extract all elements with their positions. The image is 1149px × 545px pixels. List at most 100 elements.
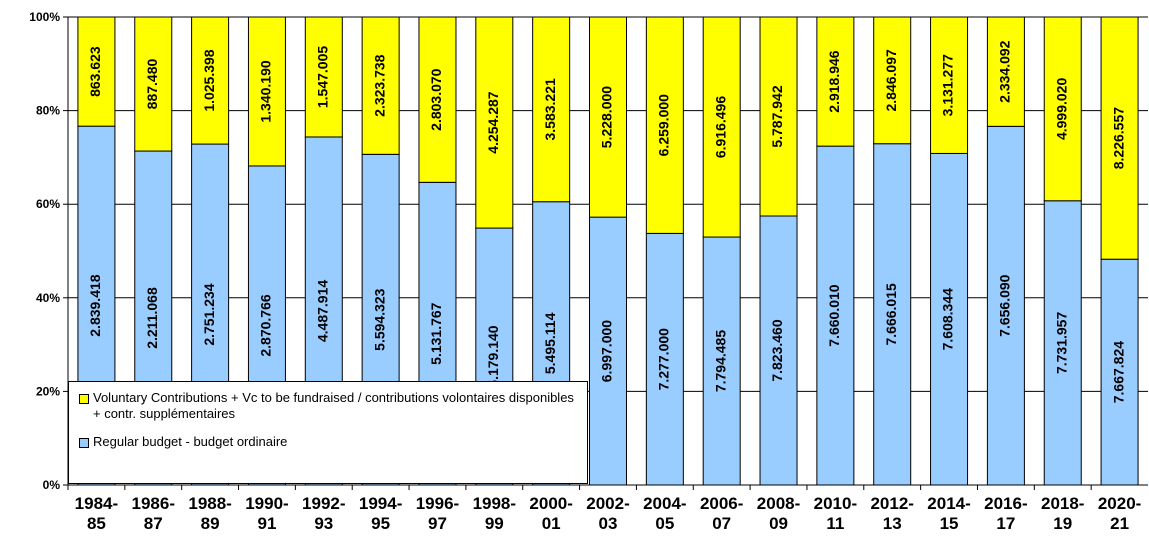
x-tick-line: 95 bbox=[371, 514, 390, 533]
data-label: 7.794.485 bbox=[712, 330, 728, 392]
data-label: 8.226.557 bbox=[1110, 107, 1126, 169]
y-tick-label: 40% bbox=[36, 291, 60, 305]
bar-segment bbox=[1043, 200, 1082, 486]
x-tick-line: 07 bbox=[712, 514, 731, 533]
x-tick-label: 2006-07 bbox=[700, 494, 743, 533]
x-tick-line: 1984- bbox=[75, 494, 118, 513]
data-label: 3.131.277 bbox=[940, 54, 956, 116]
data-label: 4.999.020 bbox=[1053, 78, 1069, 140]
x-tick-label: 2008-09 bbox=[757, 494, 800, 533]
data-label: 2.846.097 bbox=[883, 49, 899, 111]
data-label: 2.870.766 bbox=[258, 294, 274, 356]
bar-segment bbox=[873, 16, 912, 145]
bar-segment bbox=[986, 16, 1025, 127]
bar-segment bbox=[589, 216, 627, 486]
x-tick-line: 2010- bbox=[814, 494, 857, 513]
data-label: 7.667.824 bbox=[1110, 341, 1126, 403]
x-tick-label: 2020-21 bbox=[1098, 494, 1141, 533]
legend-label: Voluntary Contributions + Vc to be fundr… bbox=[93, 390, 574, 421]
x-tick-line: 1996- bbox=[416, 494, 459, 513]
data-label: 2.918.946 bbox=[826, 50, 842, 112]
y-tick-label: 60% bbox=[36, 197, 60, 211]
y-tick-label: 0% bbox=[43, 478, 61, 492]
x-tick-line: 15 bbox=[940, 514, 959, 533]
x-tick-label: 1986-87 bbox=[132, 494, 175, 533]
bar-segment bbox=[816, 145, 855, 486]
bar-segment bbox=[1100, 258, 1139, 486]
data-label: 3.583.221 bbox=[542, 78, 558, 140]
x-tick-line: 11 bbox=[826, 514, 844, 533]
bar-segment bbox=[645, 16, 684, 234]
x-tick-label: 1998-99 bbox=[473, 494, 516, 533]
x-tick-line: 01 bbox=[542, 514, 561, 533]
data-label: 7.823.460 bbox=[769, 319, 785, 381]
x-tick-label: 2000-01 bbox=[529, 494, 572, 533]
bar-segment bbox=[191, 16, 230, 145]
x-tick-label: 2018-19 bbox=[1041, 494, 1084, 533]
data-label: 887.480 bbox=[144, 59, 160, 110]
x-tick-label: 2014-15 bbox=[927, 494, 970, 533]
bar-segment bbox=[759, 16, 798, 217]
data-label: 5.179.140 bbox=[485, 325, 501, 387]
legend: Voluntary Contributions + Vc to be fundr… bbox=[68, 381, 588, 484]
data-label: 5.594.323 bbox=[371, 288, 387, 350]
data-label: 2.334.092 bbox=[997, 40, 1013, 102]
bar-segment bbox=[1100, 16, 1139, 260]
bar-segment bbox=[77, 16, 116, 127]
legend-swatch bbox=[79, 438, 89, 448]
bar-segment bbox=[930, 152, 969, 486]
data-label: 2.323.738 bbox=[371, 54, 387, 116]
x-tick-line: 2002- bbox=[586, 494, 629, 513]
x-tick-line: 2000- bbox=[529, 494, 572, 513]
x-tick-line: 1994- bbox=[359, 494, 402, 513]
data-label: 2.751.234 bbox=[201, 283, 217, 345]
bar-segment bbox=[930, 16, 969, 154]
x-tick-line: 89 bbox=[201, 514, 220, 533]
bar-segment bbox=[361, 16, 400, 155]
bar-segment bbox=[247, 16, 286, 167]
bar-segment bbox=[873, 143, 912, 486]
x-tick-line: 91 bbox=[257, 514, 276, 533]
x-tick-line: 2012- bbox=[870, 494, 913, 513]
data-label: 6.916.496 bbox=[712, 96, 728, 158]
x-tick-line: 1990- bbox=[245, 494, 288, 513]
x-tick-label: 1996-97 bbox=[416, 494, 459, 533]
x-tick-line: 93 bbox=[314, 514, 333, 533]
legend-label: Regular budget - budget ordinaire bbox=[93, 434, 288, 449]
x-tick-line: 1992- bbox=[302, 494, 345, 513]
x-tick-label: 2012-13 bbox=[870, 494, 913, 533]
data-label: 7.660.010 bbox=[826, 284, 842, 346]
x-tick-line: 21 bbox=[1110, 514, 1129, 533]
data-label: 1.340.190 bbox=[258, 60, 274, 122]
data-label: 7.608.344 bbox=[940, 288, 956, 350]
x-tick-line: 2008- bbox=[757, 494, 800, 513]
bar-segment bbox=[304, 16, 343, 138]
legend-item: Voluntary Contributions + Vc to be fundr… bbox=[79, 390, 577, 422]
x-tick-label: 1984-85 bbox=[75, 494, 118, 533]
x-tick-line: 2004- bbox=[643, 494, 686, 513]
x-tick-label: 2004-05 bbox=[643, 494, 686, 533]
x-tick-label: 2016-17 bbox=[984, 494, 1027, 533]
data-label: 5.495.114 bbox=[542, 312, 558, 374]
data-label: 7.666.015 bbox=[883, 283, 899, 345]
x-tick-line: 13 bbox=[883, 514, 902, 533]
x-tick-line: 19 bbox=[1053, 514, 1072, 533]
x-tick-label: 1994-95 bbox=[359, 494, 402, 533]
bar-segment bbox=[532, 16, 571, 203]
x-tick-label: 1988-89 bbox=[188, 494, 231, 533]
x-tick-line: 1986- bbox=[132, 494, 175, 513]
bar-segment bbox=[702, 236, 741, 486]
x-tick-line: 2020- bbox=[1098, 494, 1141, 513]
data-label: 2.803.070 bbox=[428, 68, 444, 130]
data-label: 7.277.000 bbox=[656, 328, 672, 390]
bar-segment bbox=[702, 16, 741, 238]
x-tick-line: 2016- bbox=[984, 494, 1027, 513]
bar-segment bbox=[759, 215, 798, 486]
data-label: 863.623 bbox=[87, 46, 103, 97]
data-label: 1.025.398 bbox=[201, 49, 217, 111]
x-tick-line: 1998- bbox=[473, 494, 516, 513]
x-tick-line: 2014- bbox=[927, 494, 970, 513]
x-tick-line: 17 bbox=[996, 514, 1015, 533]
data-label: 6.259.000 bbox=[656, 94, 672, 156]
